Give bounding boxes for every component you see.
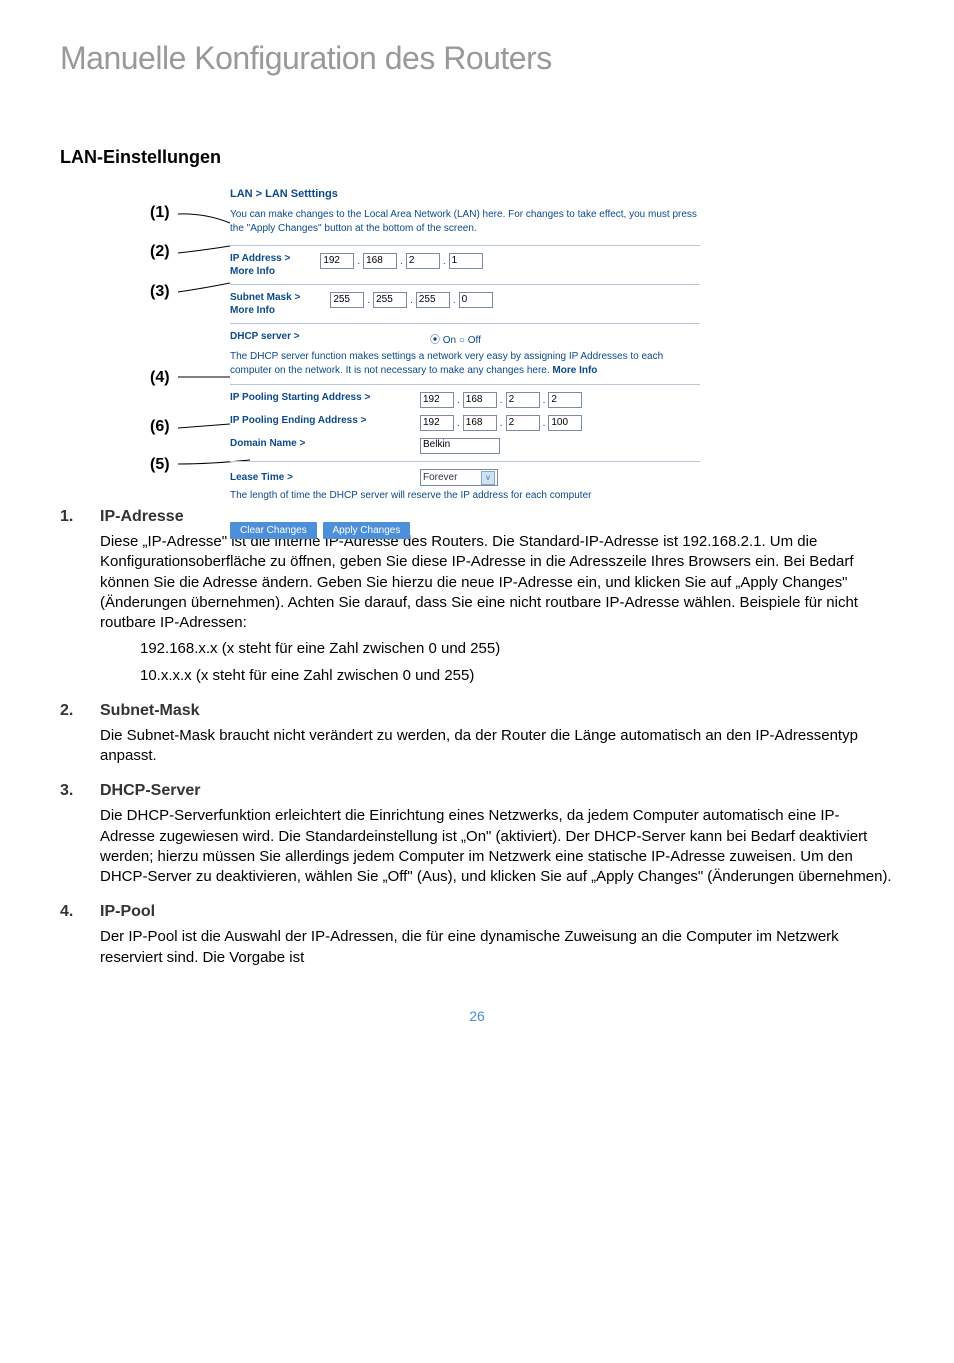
end-octet-3[interactable]: 2 bbox=[506, 415, 540, 431]
end-octet-1[interactable]: 192 bbox=[420, 415, 454, 431]
heading-4: 4.IP-Pool bbox=[60, 903, 894, 921]
lease-row: Lease Time > Forever v The length of tim… bbox=[230, 461, 700, 510]
dhcp-radio[interactable]: ⦿ On ○ Off bbox=[430, 331, 481, 346]
panel-title: LAN > LAN Setttings bbox=[230, 188, 700, 200]
body-text: 1.IP-Adresse Diese „IP-Adresse" ist die … bbox=[60, 508, 894, 968]
pool-start-row: IP Pooling Starting Address > 192. 168. … bbox=[230, 384, 700, 415]
ip-octet-1[interactable]: 192 bbox=[320, 253, 354, 269]
callout-2: (2) bbox=[150, 243, 170, 261]
example-2: 10.x.x.x (x steht für eine Zahl zwischen… bbox=[140, 666, 894, 686]
dhcp-row: DHCP server > ⦿ On ○ Off The DHCP server… bbox=[230, 323, 700, 384]
apply-changes-button[interactable]: Apply Changes bbox=[323, 522, 411, 539]
start-octet-1[interactable]: 192 bbox=[420, 392, 454, 408]
main-title: Manuelle Konfiguration des Routers bbox=[60, 40, 894, 77]
subnet-octet-1[interactable]: 255 bbox=[330, 292, 364, 308]
callout-5: (5) bbox=[150, 456, 170, 474]
lease-label: Lease Time > bbox=[230, 472, 420, 483]
ip-address-label: IP Address > bbox=[230, 253, 290, 264]
subnet-row: Subnet Mask > More Info 255. 255. 255. 0 bbox=[230, 284, 700, 323]
lease-select[interactable]: Forever v bbox=[420, 469, 498, 486]
para: Der IP-Pool ist die Auswahl der IP-Adres… bbox=[100, 927, 894, 968]
para: Die DHCP-Serverfunktion erleichtert die … bbox=[100, 806, 894, 887]
subnet-octet-2[interactable]: 255 bbox=[373, 292, 407, 308]
para: Die Subnet-Mask braucht nicht verändert … bbox=[100, 726, 894, 767]
start-octet-4[interactable]: 2 bbox=[548, 392, 582, 408]
chevron-down-icon: v bbox=[481, 471, 495, 485]
router-panel: LAN > LAN Setttings You can make changes… bbox=[230, 188, 700, 539]
button-row: Clear Changes Apply Changes bbox=[230, 522, 700, 539]
dhcp-label: DHCP server > bbox=[230, 331, 400, 346]
end-octet-2[interactable]: 168 bbox=[463, 415, 497, 431]
clear-changes-button[interactable]: Clear Changes bbox=[230, 522, 317, 539]
ip-octet-4[interactable]: 1 bbox=[449, 253, 483, 269]
callout-4: (4) bbox=[150, 369, 170, 387]
pool-end-row: IP Pooling Ending Address > 192. 168. 2.… bbox=[230, 415, 700, 438]
ip-octet-3[interactable]: 2 bbox=[406, 253, 440, 269]
dhcp-note: The DHCP server function makes settings … bbox=[230, 350, 700, 377]
domain-input[interactable]: Belkin bbox=[420, 438, 500, 454]
domain-row: Domain Name > Belkin bbox=[230, 438, 700, 461]
page-number: 26 bbox=[60, 1008, 894, 1024]
section-heading: LAN-Einstellungen bbox=[60, 147, 894, 168]
pool-start-label: IP Pooling Starting Address > bbox=[230, 392, 420, 403]
start-octet-2[interactable]: 168 bbox=[463, 392, 497, 408]
start-octet-3[interactable]: 2 bbox=[506, 392, 540, 408]
callout-1: (1) bbox=[150, 204, 170, 222]
heading-2: 2.Subnet-Mask bbox=[60, 702, 894, 720]
pool-end-label: IP Pooling Ending Address > bbox=[230, 415, 420, 426]
callout-3: (3) bbox=[150, 283, 170, 301]
domain-label: Domain Name > bbox=[230, 438, 420, 449]
subnet-label: Subnet Mask > bbox=[230, 292, 300, 303]
callout-6: (6) bbox=[150, 418, 170, 436]
lease-note: The length of time the DHCP server will … bbox=[230, 489, 591, 503]
more-info-link[interactable]: More Info bbox=[230, 305, 300, 316]
end-octet-4[interactable]: 100 bbox=[548, 415, 582, 431]
ip-address-row: IP Address > More Info 192. 168. 2. 1 bbox=[230, 245, 700, 284]
subnet-octet-3[interactable]: 255 bbox=[416, 292, 450, 308]
heading-3: 3.DHCP-Server bbox=[60, 782, 894, 800]
screenshot-container: (1) (2) (3) (4) (6) (5) LAN > LAN Settti… bbox=[60, 188, 894, 478]
ip-octet-2[interactable]: 168 bbox=[363, 253, 397, 269]
subnet-octet-4[interactable]: 0 bbox=[459, 292, 493, 308]
more-info-link[interactable]: More Info bbox=[230, 266, 290, 277]
para: Diese „IP-Adresse" ist die interne IP-Ad… bbox=[100, 532, 894, 633]
panel-note: You can make changes to the Local Area N… bbox=[230, 208, 700, 235]
example-1: 192.168.x.x (x steht für eine Zahl zwisc… bbox=[140, 639, 894, 659]
